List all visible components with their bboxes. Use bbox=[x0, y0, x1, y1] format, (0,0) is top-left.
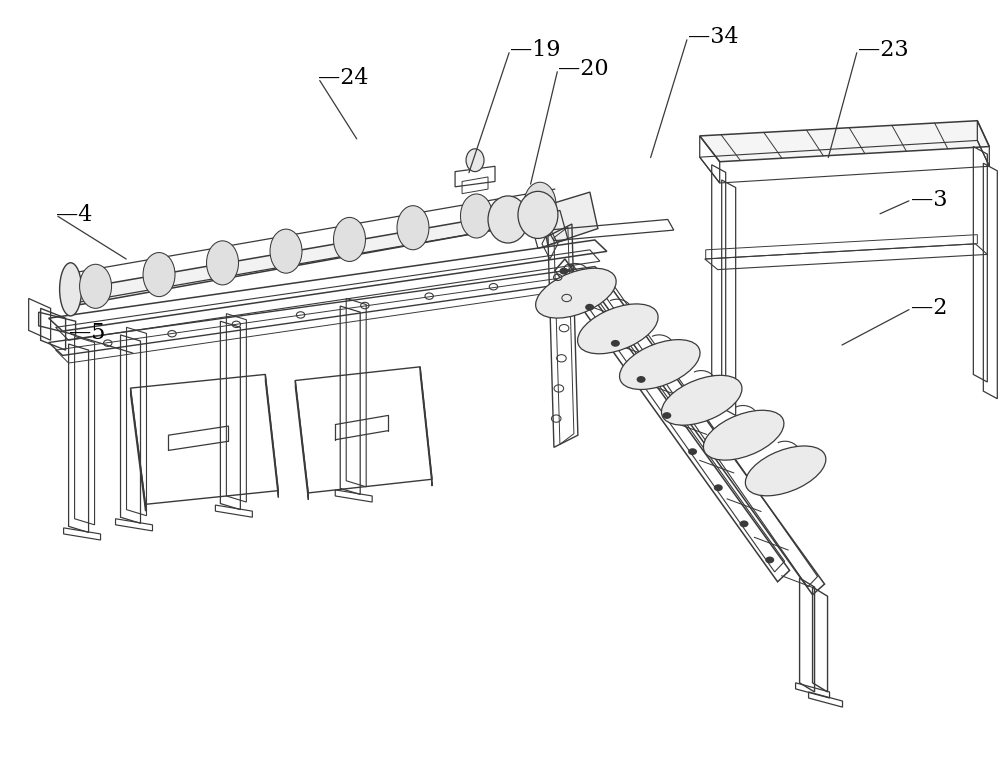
Circle shape bbox=[611, 340, 620, 347]
Text: —24: —24 bbox=[318, 67, 369, 89]
Ellipse shape bbox=[578, 304, 658, 354]
Ellipse shape bbox=[207, 240, 239, 285]
Ellipse shape bbox=[466, 149, 484, 172]
Ellipse shape bbox=[524, 182, 556, 226]
Ellipse shape bbox=[143, 253, 175, 297]
Ellipse shape bbox=[745, 446, 826, 496]
Ellipse shape bbox=[270, 229, 302, 273]
Text: —2: —2 bbox=[911, 298, 948, 320]
Ellipse shape bbox=[620, 339, 700, 390]
Circle shape bbox=[740, 521, 749, 527]
Polygon shape bbox=[66, 205, 565, 304]
Circle shape bbox=[662, 412, 671, 419]
Circle shape bbox=[559, 268, 568, 275]
Ellipse shape bbox=[518, 191, 558, 238]
Ellipse shape bbox=[536, 268, 616, 318]
Ellipse shape bbox=[60, 263, 82, 316]
Ellipse shape bbox=[488, 196, 528, 243]
Ellipse shape bbox=[334, 218, 365, 262]
Text: —23: —23 bbox=[858, 39, 908, 61]
Text: —19: —19 bbox=[510, 39, 560, 61]
Circle shape bbox=[637, 376, 646, 383]
Ellipse shape bbox=[661, 375, 742, 425]
Circle shape bbox=[714, 484, 723, 491]
Ellipse shape bbox=[460, 194, 492, 238]
Text: —20: —20 bbox=[558, 58, 609, 80]
Circle shape bbox=[688, 448, 697, 455]
Circle shape bbox=[765, 556, 774, 563]
Text: —3: —3 bbox=[911, 189, 948, 211]
Ellipse shape bbox=[397, 205, 429, 250]
Polygon shape bbox=[700, 121, 989, 162]
Ellipse shape bbox=[80, 264, 112, 308]
Text: —4: —4 bbox=[56, 204, 92, 226]
Ellipse shape bbox=[703, 410, 784, 460]
Text: —5: —5 bbox=[69, 323, 105, 345]
Text: —34: —34 bbox=[688, 26, 738, 48]
Polygon shape bbox=[540, 192, 598, 245]
Circle shape bbox=[585, 304, 594, 310]
